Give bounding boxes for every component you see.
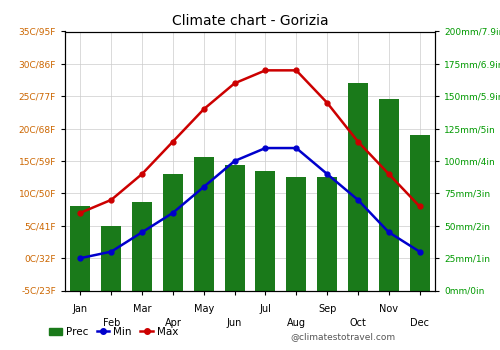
Text: Oct: Oct — [350, 318, 366, 328]
Bar — [101, 226, 121, 290]
Bar — [317, 176, 337, 290]
Text: Nov: Nov — [380, 304, 398, 314]
Bar — [132, 202, 152, 290]
Text: Aug: Aug — [287, 318, 306, 328]
Bar — [410, 135, 430, 290]
Bar — [194, 157, 214, 290]
Bar — [348, 83, 368, 290]
Legend: Prec, Min, Max: Prec, Min, Max — [45, 323, 182, 341]
Text: Feb: Feb — [102, 318, 120, 328]
Text: Jul: Jul — [260, 304, 272, 314]
Title: Climate chart - Gorizia: Climate chart - Gorizia — [172, 14, 328, 28]
Bar — [256, 172, 276, 290]
Text: Apr: Apr — [164, 318, 182, 328]
Text: Jan: Jan — [73, 304, 88, 314]
Bar — [286, 176, 306, 290]
Text: Jun: Jun — [227, 318, 242, 328]
Text: @climatestotravel.com: @climatestotravel.com — [290, 332, 395, 341]
Text: May: May — [194, 304, 214, 314]
Bar — [70, 206, 90, 290]
Text: Dec: Dec — [410, 318, 429, 328]
Bar — [378, 99, 399, 290]
Text: Sep: Sep — [318, 304, 336, 314]
Bar — [224, 165, 244, 290]
Bar — [163, 174, 183, 290]
Text: Mar: Mar — [133, 304, 152, 314]
